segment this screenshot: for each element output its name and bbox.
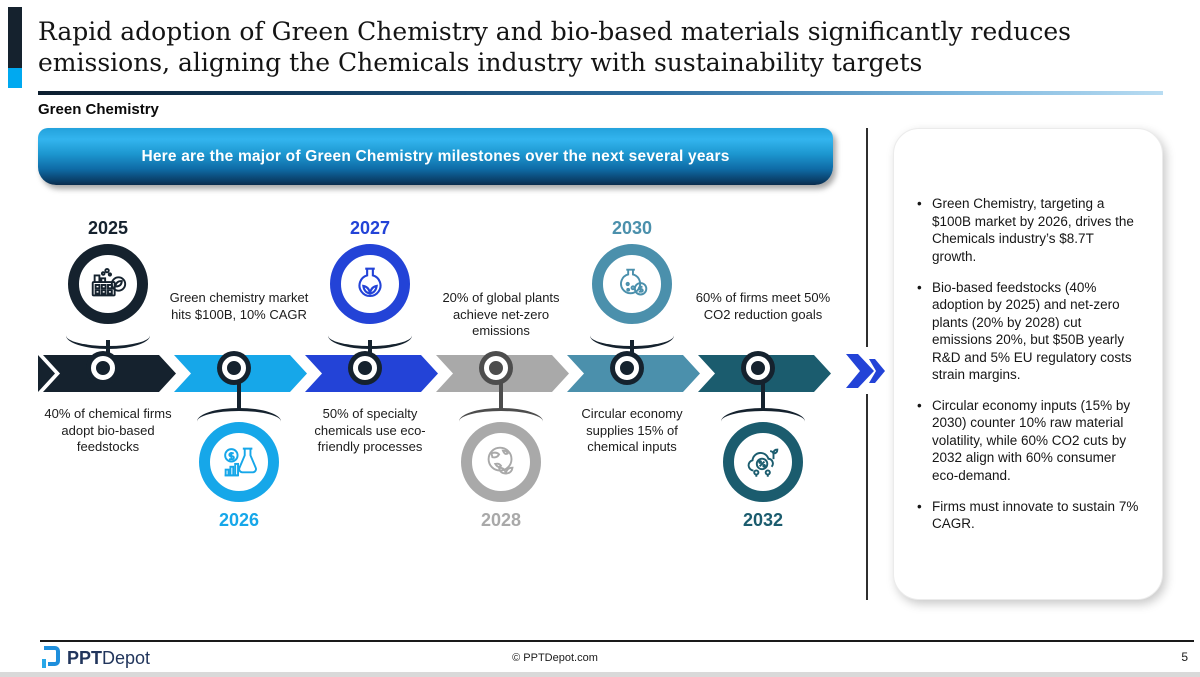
flask-leaves-icon [358, 267, 382, 297]
milestone-year: 2025 [87, 218, 129, 238]
page-title-line1: Rapid adoption of Green Chemistry and bi… [38, 17, 1071, 46]
milestone-icon-circle [330, 244, 410, 324]
milestone-2028: 2028 20% of global plants achieve net-ze… [426, 218, 576, 534]
milestone-2030: 2030 Circular economy supplies 15% of ch… [557, 218, 707, 534]
page-title-line2: emissions, aligning the Chemicals indust… [38, 48, 923, 78]
milestone-description: 50% of specialty chemicals use eco-frien… [314, 406, 426, 454]
milestone-year: 2027 [349, 218, 391, 238]
pptdepot-logo: PPTDepot [40, 646, 150, 670]
page-number: 5 [1181, 650, 1188, 664]
timeline-marker [353, 356, 377, 380]
milestone-icon-circle [68, 244, 148, 324]
accent-bar-dark [8, 7, 22, 68]
milestone-description: 20% of global plants achieve net-zero em… [442, 290, 560, 338]
globe-leaves-icon [487, 446, 514, 475]
vertical-divider-top [866, 128, 868, 347]
milestone-year: 2026 [218, 510, 260, 530]
milestone-icon-circle [461, 422, 541, 502]
milestone-stem [761, 373, 765, 411]
timeline-marker [222, 356, 246, 380]
forward-chevron-icon [846, 354, 885, 388]
summary-card: Green Chemistry, targeting a $100B marke… [893, 128, 1163, 600]
flask-coin-icon [620, 268, 648, 296]
milestone-year: 2028 [480, 510, 522, 530]
cloud-percent-sprout-icon [747, 448, 779, 477]
summary-bullet: Firms must innovate to sustain 7% CAGR. [916, 498, 1140, 533]
milestone-2026: 2026 Green chemistry market hits $100B, … [164, 218, 314, 534]
pptdepot-logo-icon [42, 646, 60, 668]
logo-text-bold: PPT [67, 647, 103, 668]
milestone-year: 2030 [611, 218, 653, 238]
headline-banner-text: Here are the major of Green Chemistry mi… [141, 147, 730, 165]
accent-bar-blue [8, 68, 22, 88]
milestone-description: Green chemistry market hits $100B, 10% C… [169, 290, 309, 322]
timeline-marker [484, 356, 508, 380]
bottom-edge-strip [0, 672, 1200, 677]
footer-copyright: © PPTDepot.com [512, 652, 598, 664]
headline-banner: Here are the major of Green Chemistry mi… [38, 128, 833, 185]
factory-leaf-icon [91, 267, 127, 297]
milestone-icon-circle [592, 244, 672, 324]
summary-bullet: Bio-based feedstocks (40% adoption by 20… [916, 279, 1140, 384]
flask-dollar-chart-icon [224, 447, 257, 477]
summary-bullet: Green Chemistry, targeting a $100B marke… [916, 195, 1140, 265]
milestone-icon-circle [199, 422, 279, 502]
vertical-divider-bottom [866, 394, 868, 600]
timeline-marker [91, 356, 115, 380]
milestone-2027: 2027 50% of specialty chemicals use eco-… [295, 218, 445, 534]
milestone-description: 60% of firms meet 50% CO2 reduction goal… [695, 290, 831, 322]
section-label: Green Chemistry [38, 101, 159, 118]
footer-divider [40, 640, 1194, 642]
milestone-description: 40% of chemical firms adopt bio-based fe… [44, 406, 172, 454]
title-underline-rule [38, 91, 1163, 95]
summary-bullet: Circular economy inputs (15% by 2030) co… [916, 397, 1140, 485]
logo-text-rest: Depot [102, 647, 151, 668]
milestone-icon-circle [723, 422, 803, 502]
milestone-description: Circular economy supplies 15% of chemica… [581, 406, 683, 454]
pptdepot-logo-text: PPTDepot [67, 648, 150, 669]
summary-bullet-list: Green Chemistry, targeting a $100B marke… [916, 195, 1140, 532]
milestone-stem [237, 373, 241, 411]
milestone-2025: 2025 40% of chemical firms adopt bio-bas… [33, 218, 183, 534]
milestone-stem [499, 373, 503, 411]
timeline-marker [746, 356, 770, 380]
milestone-year: 2032 [742, 510, 784, 530]
page-title: Rapid adoption of Green Chemistry and bi… [38, 16, 1173, 79]
milestone-2032: 2032 60% of firms meet 50% CO2 reduction… [688, 218, 838, 534]
timeline-marker [615, 356, 639, 380]
